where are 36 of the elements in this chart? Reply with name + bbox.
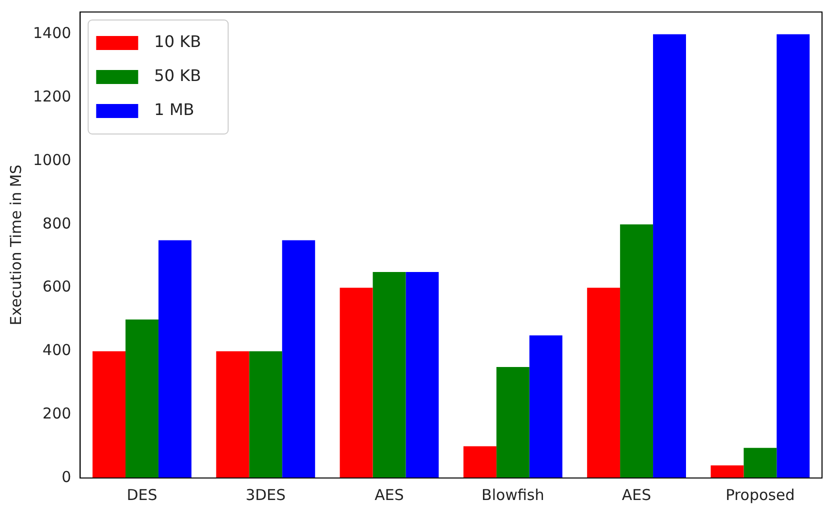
bar — [340, 288, 373, 478]
y-axis-title: Execution Time in MS — [6, 164, 25, 326]
bar — [496, 367, 530, 478]
legend-label: 50 KB — [154, 66, 202, 86]
y-tick-label: 0 — [62, 468, 72, 486]
bar — [776, 34, 810, 478]
y-tick-label: 200 — [42, 404, 72, 422]
x-tick-label: AES — [622, 486, 652, 504]
bar — [529, 335, 562, 478]
bar — [249, 351, 282, 478]
bar — [216, 351, 250, 478]
bar — [372, 272, 406, 478]
bar — [282, 240, 316, 478]
legend-label: 10 KB — [154, 32, 202, 52]
x-tick-label: AES — [374, 486, 404, 504]
y-tick-label: 1000 — [32, 150, 72, 169]
legend-label: 1 MB — [154, 100, 194, 120]
y-tick-label: 800 — [42, 214, 72, 232]
bar — [710, 465, 744, 478]
y-tick-label: 400 — [42, 341, 72, 360]
x-tick-label: DES — [126, 486, 158, 504]
bar — [158, 240, 192, 478]
bar — [92, 351, 126, 478]
x-tick-label: Proposed — [726, 486, 795, 504]
y-tick-label: 1200 — [32, 87, 72, 106]
bar — [406, 272, 439, 478]
x-tick-label: Blowfish — [482, 486, 544, 504]
bar — [463, 446, 496, 478]
x-tick-label: 3DES — [246, 486, 286, 504]
bar — [126, 319, 158, 478]
y-tick-label: 600 — [42, 278, 72, 296]
y-tick-label: 1400 — [32, 24, 72, 42]
bar — [744, 448, 777, 478]
bar — [587, 288, 620, 478]
bar — [653, 34, 686, 478]
bar — [620, 224, 654, 478]
